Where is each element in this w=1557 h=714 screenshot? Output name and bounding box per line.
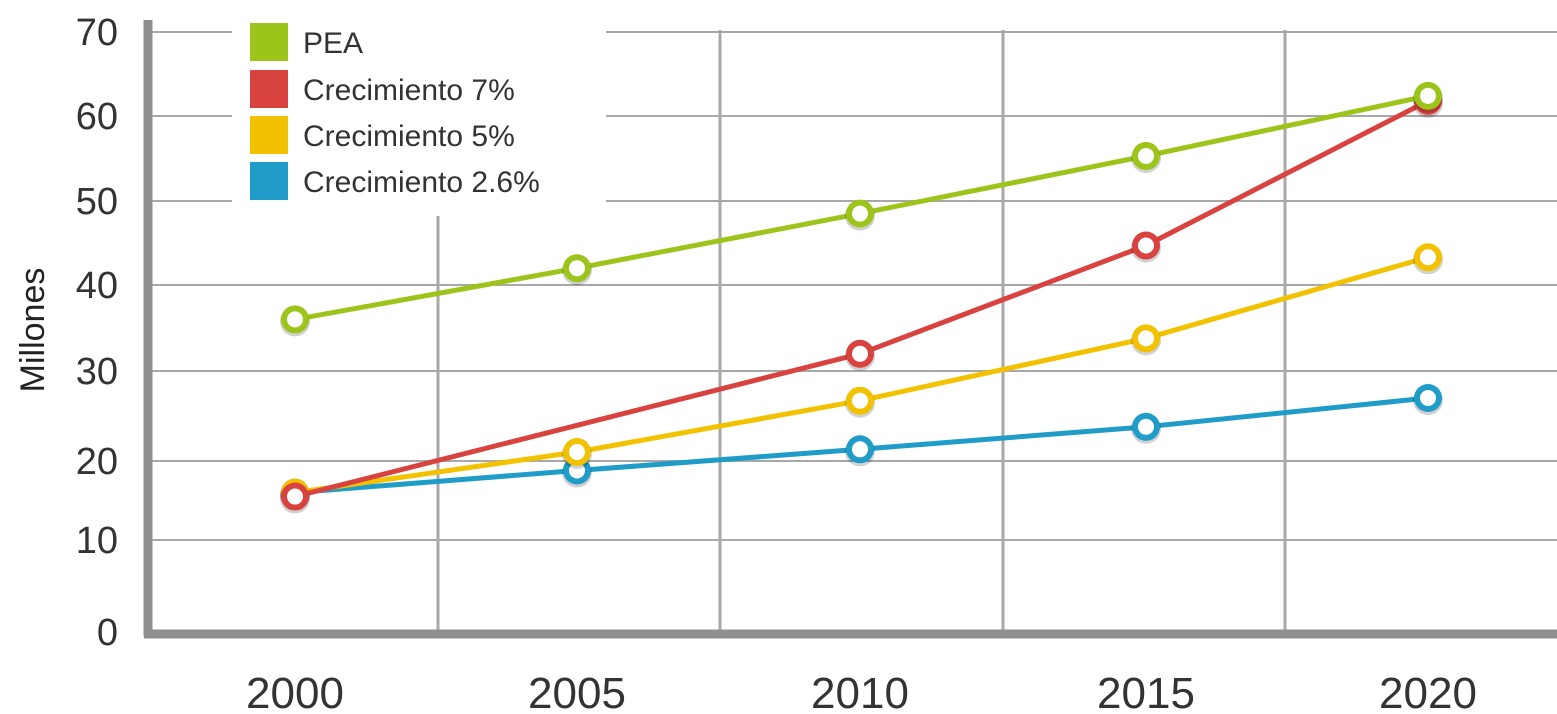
data-point-center bbox=[1138, 418, 1154, 435]
legend: PEA Crecimiento 7% Crecimiento 5% Crecimien… bbox=[232, 20, 606, 216]
y-tick-label: 70 bbox=[76, 12, 118, 54]
data-point-center bbox=[1420, 87, 1436, 104]
x-tick-label: 2005 bbox=[528, 669, 626, 714]
legend-label: PEA bbox=[303, 27, 363, 60]
data-point-center bbox=[287, 311, 303, 328]
data-point-center bbox=[1138, 147, 1154, 164]
axes: 0 10 20 30 40 50 60 70 2000 2005 2010 2015 2020 bbox=[76, 12, 1557, 714]
series-0 bbox=[280, 81, 1443, 337]
y-axis-label: Millones bbox=[14, 268, 52, 393]
y-tick-label: 20 bbox=[76, 441, 118, 483]
series-2 bbox=[280, 243, 1443, 510]
y-tick-label: 30 bbox=[76, 351, 118, 393]
data-point-center bbox=[1420, 249, 1436, 266]
data-point-center bbox=[287, 488, 303, 505]
data-point-center bbox=[852, 205, 868, 222]
x-tick-label: 2015 bbox=[1097, 669, 1195, 714]
x-tick-label: 2020 bbox=[1379, 669, 1477, 714]
legend-label: Crecimiento 5% bbox=[303, 120, 515, 153]
data-point-center bbox=[852, 345, 868, 362]
legend-swatch bbox=[250, 23, 288, 61]
y-tick-label: 50 bbox=[76, 181, 118, 223]
legend-swatch bbox=[250, 70, 288, 108]
data-point-center bbox=[569, 462, 585, 479]
series-3 bbox=[280, 384, 1443, 510]
legend-swatch bbox=[250, 162, 288, 200]
y-tick-label: 60 bbox=[76, 96, 118, 138]
y-tick-label: 10 bbox=[76, 520, 118, 562]
legend-label: Crecimiento 2.6% bbox=[303, 166, 540, 199]
legend-label: Crecimiento 7% bbox=[303, 74, 515, 107]
data-point-center bbox=[852, 441, 868, 458]
legend-background bbox=[232, 20, 606, 216]
data-point-center bbox=[569, 444, 585, 460]
series-line bbox=[292, 98, 1431, 500]
legend-swatch bbox=[250, 116, 288, 154]
y-tick-label: 0 bbox=[97, 612, 118, 654]
y-tick-label: 40 bbox=[76, 265, 118, 307]
data-point-center bbox=[852, 392, 868, 409]
x-tick-label: 2000 bbox=[246, 669, 344, 714]
data-point-center bbox=[1420, 390, 1436, 406]
data-point-center bbox=[1138, 237, 1154, 254]
x-tick-label: 2010 bbox=[811, 669, 909, 714]
data-point-center bbox=[569, 260, 585, 277]
data-point-center bbox=[1138, 330, 1154, 347]
series-lines bbox=[280, 81, 1443, 514]
